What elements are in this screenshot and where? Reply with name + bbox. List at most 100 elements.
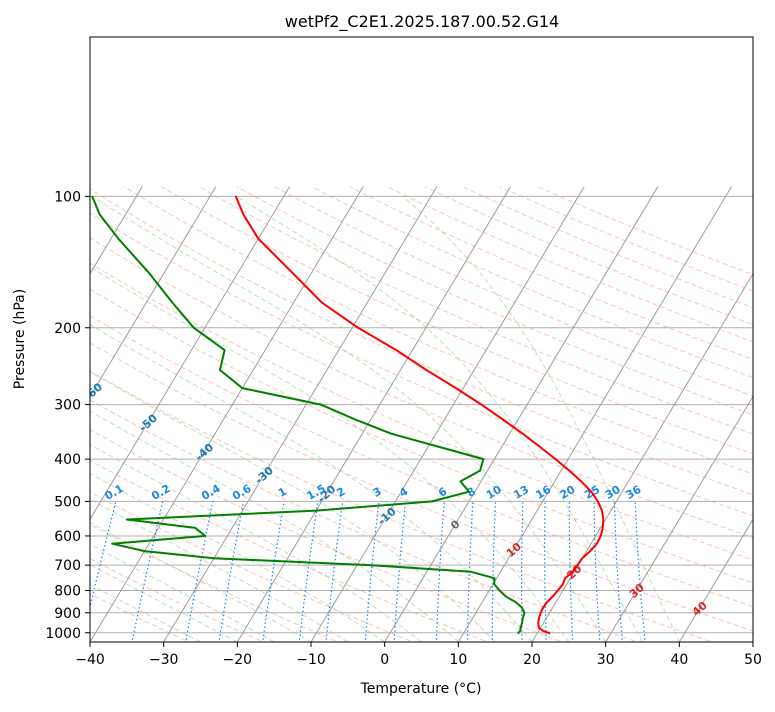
dewpoint-point: [204, 535, 206, 537]
mixing-ratio-line: [568, 501, 574, 642]
isotherm-line: [678, 518, 753, 642]
temperature-point: [292, 272, 294, 275]
x-axis-ticks: −40 −30 −20 −10 0 10 20 30 40 50: [75, 642, 762, 668]
isotherm-line: [90, 186, 290, 521]
isotherm-line: [90, 186, 143, 275]
moist-adiabat-line: [90, 324, 533, 642]
dewpoint-point: [523, 612, 526, 614]
temperature-point: [548, 632, 551, 635]
y-axis-ticks: 100 200 300 400 500 600 700 800 900 1000: [45, 189, 90, 642]
dewpoint-point: [241, 387, 244, 389]
dewpoint-point: [482, 458, 485, 460]
dewpoint-point: [355, 419, 357, 421]
dry-adiabat-line: [90, 262, 753, 561]
moist-adiabat-line: [90, 371, 496, 642]
dry-adiabat-line: [90, 188, 753, 496]
isotherm-line: [236, 186, 511, 642]
dewpoint-point: [438, 446, 440, 448]
temperature-point: [562, 583, 564, 586]
isotherm-line: [384, 186, 659, 642]
y-tick-label: 600: [54, 529, 81, 545]
temperature-point: [542, 606, 544, 609]
mixing-ratio-line: [435, 501, 445, 642]
temperature-point: [320, 301, 323, 304]
temperature-point: [538, 627, 540, 629]
temperature-point: [601, 527, 604, 529]
dewpoint-point: [171, 301, 173, 304]
isotherm-line: [605, 395, 753, 642]
x-tick-label: 40: [670, 652, 688, 668]
x-axis-label: Temperature (°C): [360, 681, 482, 697]
moist-adiabat-line: [90, 564, 238, 642]
dewpoint-point: [193, 327, 195, 329]
dewpoint-point: [498, 589, 501, 592]
y-tick-label: 100: [54, 189, 81, 205]
moist-adiabat-line: [90, 543, 275, 642]
dewpoint-point: [517, 632, 519, 635]
temperature-point: [502, 419, 505, 421]
dry-adiabat-line: [90, 288, 753, 584]
mixing-ratio-line: [491, 501, 497, 642]
y-tick-label: 500: [54, 494, 81, 510]
mixing-ratio-line: [131, 501, 164, 642]
dewpoint-point: [194, 527, 197, 529]
temperature-point: [522, 433, 524, 435]
dewpoint-point: [223, 349, 226, 351]
temperature-point: [557, 589, 559, 592]
temperature-point: [552, 595, 554, 598]
temperature-point: [601, 509, 603, 512]
moist-adiabat-line: [402, 196, 680, 642]
temperature-point: [581, 557, 583, 560]
y-axis-label: Pressure (hPa): [12, 289, 28, 389]
dry-adiabat-line: [90, 315, 753, 608]
temperature-point: [542, 630, 544, 632]
dewpoint-point: [143, 550, 146, 552]
x-tick-label: −40: [75, 652, 105, 668]
temperature-point: [538, 617, 540, 619]
dewpoint-point: [521, 606, 523, 609]
plot-frame: [89, 36, 754, 643]
dewpoint-point: [504, 595, 507, 598]
y-tick-label: 200: [54, 321, 81, 337]
moist-adiabat-line: [90, 410, 459, 642]
temperature-point: [546, 601, 548, 603]
dewpoint-point: [390, 433, 393, 435]
dry-adiabat-line: [90, 237, 753, 539]
mixing-ratio-line: [466, 501, 474, 642]
dry-adiabat-line: [236, 186, 753, 416]
dry-adiabat-line: [311, 186, 753, 379]
temperature-point: [539, 446, 541, 448]
y-tick-label: 700: [54, 558, 81, 574]
moist-adiabat-line: [90, 498, 349, 642]
dewpoint-point: [522, 617, 524, 619]
dewpoint-point: [148, 272, 150, 275]
temperature-point: [576, 564, 579, 566]
x-tick-label: −20: [223, 652, 253, 668]
temperature-point: [597, 500, 599, 503]
moist-adiabat-line: [90, 266, 570, 642]
isotherm-line: [90, 186, 217, 398]
temperature-point: [596, 542, 598, 545]
temperature-point: [580, 480, 582, 483]
temperature-point: [539, 612, 542, 614]
isotherm-line: [90, 186, 364, 642]
dewpoint-point: [111, 542, 113, 545]
temperature-point: [455, 387, 457, 389]
dewpoint-point: [431, 500, 434, 503]
temperature-point: [564, 577, 566, 579]
x-tick-label: −10: [296, 652, 326, 668]
dewpoint-point: [479, 469, 481, 472]
y-tick-label: 400: [54, 452, 81, 468]
moist-adiabat-line: [90, 521, 312, 642]
dewpoint-point: [91, 195, 93, 198]
moist-adiabat-line: [235, 195, 643, 642]
dewpoint-point: [125, 518, 128, 521]
dewpoint-point: [219, 369, 221, 371]
y-tick-label: 300: [54, 398, 81, 414]
dry-adiabat-line: [198, 186, 753, 435]
dewpoint-point: [470, 571, 472, 573]
sounding-series: [91, 195, 605, 635]
dewpoint-point: [519, 627, 522, 629]
temperature-point: [395, 349, 398, 351]
